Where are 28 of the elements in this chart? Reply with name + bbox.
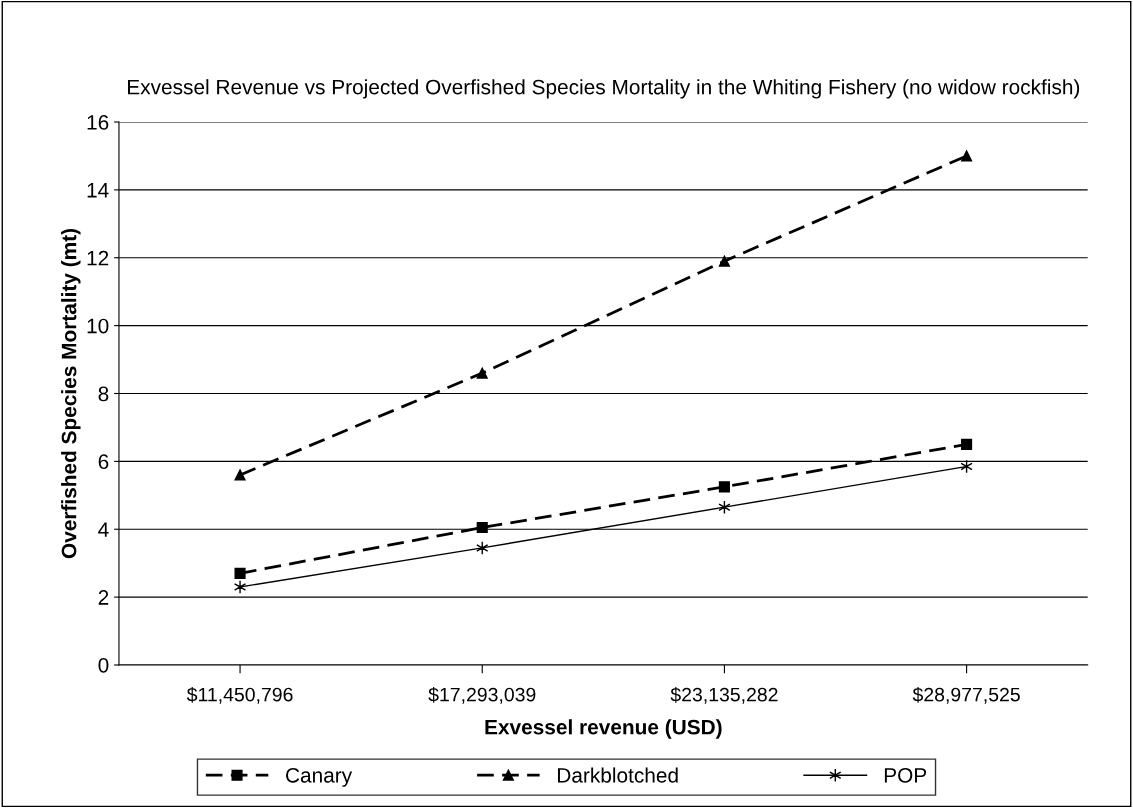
x-tick-label: $23,135,282 — [670, 686, 778, 704]
legend-label: POP — [884, 767, 927, 783]
y-tick-label: 6 — [98, 454, 109, 470]
legend-label: Canary — [286, 767, 353, 787]
point — [961, 438, 973, 450]
y-tick-label: 0 — [98, 657, 109, 673]
point — [234, 567, 246, 579]
x-tick-label: $11,450,796 — [186, 686, 293, 704]
legend-label: Darkblotched — [558, 767, 678, 783]
point — [961, 150, 973, 162]
point — [718, 481, 730, 493]
x-tick-label: $17,293,039 — [428, 686, 536, 704]
x-tick-label: $28,977,525 — [912, 686, 1020, 704]
chart-title: Exvessel Revenue vs Projected Overfished Species Mortality in the Whiting Fishery (no widow rockfish) — [128, 79, 1080, 99]
point — [476, 367, 488, 379]
y-tick-label: 4 — [98, 522, 109, 537]
point — [476, 521, 488, 534]
point — [718, 255, 730, 267]
y-tick-label: 8 — [98, 386, 109, 402]
y-tick-label: 12 — [87, 250, 109, 266]
point — [233, 579, 247, 594]
y-tick-label: 2 — [98, 590, 109, 605]
x-axis-title: Exvessel revenue (USD) — [485, 719, 722, 739]
y-tick-label: 14 — [87, 183, 109, 198]
point — [234, 469, 246, 481]
y-tick-label: 16 — [87, 115, 109, 130]
y-axis-title: Overfished Species Mortality (mt) — [61, 228, 81, 559]
y-tick-label: 10 — [87, 318, 109, 334]
